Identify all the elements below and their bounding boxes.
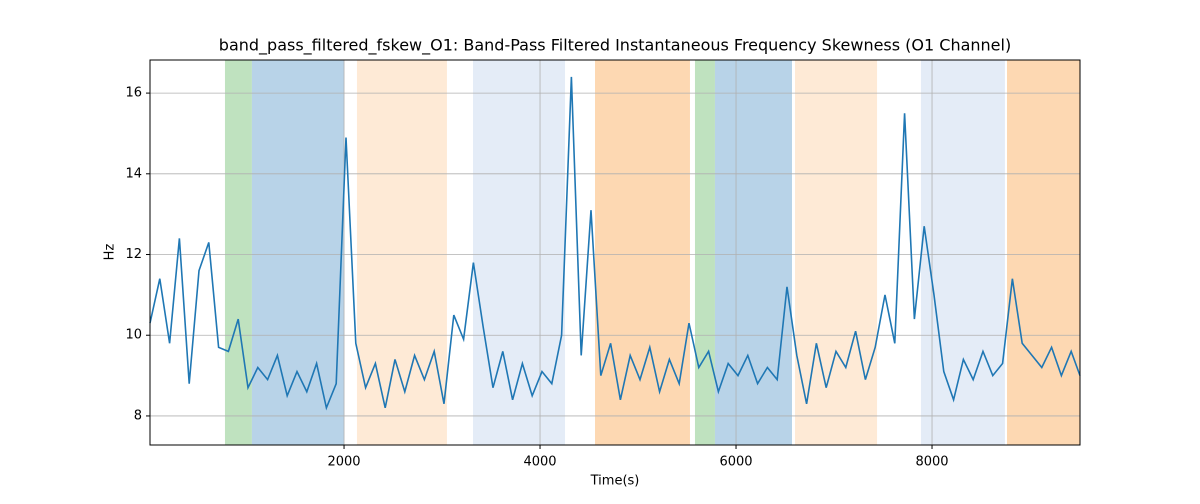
x-axis-label: Time(s) [590,474,640,489]
y-tick-label: 12 [125,247,142,262]
x-tick-label: 4000 [523,455,556,470]
plot-frame [149,59,1081,446]
x-tick-label: 8000 [915,455,948,470]
y-tick-label: 10 [125,328,142,343]
y-axis-label: Hz [103,244,118,261]
spans [224,60,1080,445]
y-tick-label: 8 [134,408,142,423]
grid [150,60,1080,445]
shaded-span [473,60,566,445]
data-line [149,76,1081,411]
chart-title: band_pass_filtered_fskew_O1: Band-Pass F… [219,36,1011,56]
x-tick-label: 2000 [327,455,360,470]
plot [149,76,1081,411]
y-tick-label: 16 [125,86,142,101]
shaded-span [795,60,878,445]
shaded-span [251,60,345,445]
shaded-span [920,60,1005,445]
x-tick-label: 6000 [719,455,752,470]
shaded-span [714,60,792,445]
y-tick-label: 14 [125,166,142,181]
shaded-span [694,60,715,445]
shaded-span [595,60,690,445]
shaded-span [1006,60,1080,445]
shaded-span [356,60,447,445]
